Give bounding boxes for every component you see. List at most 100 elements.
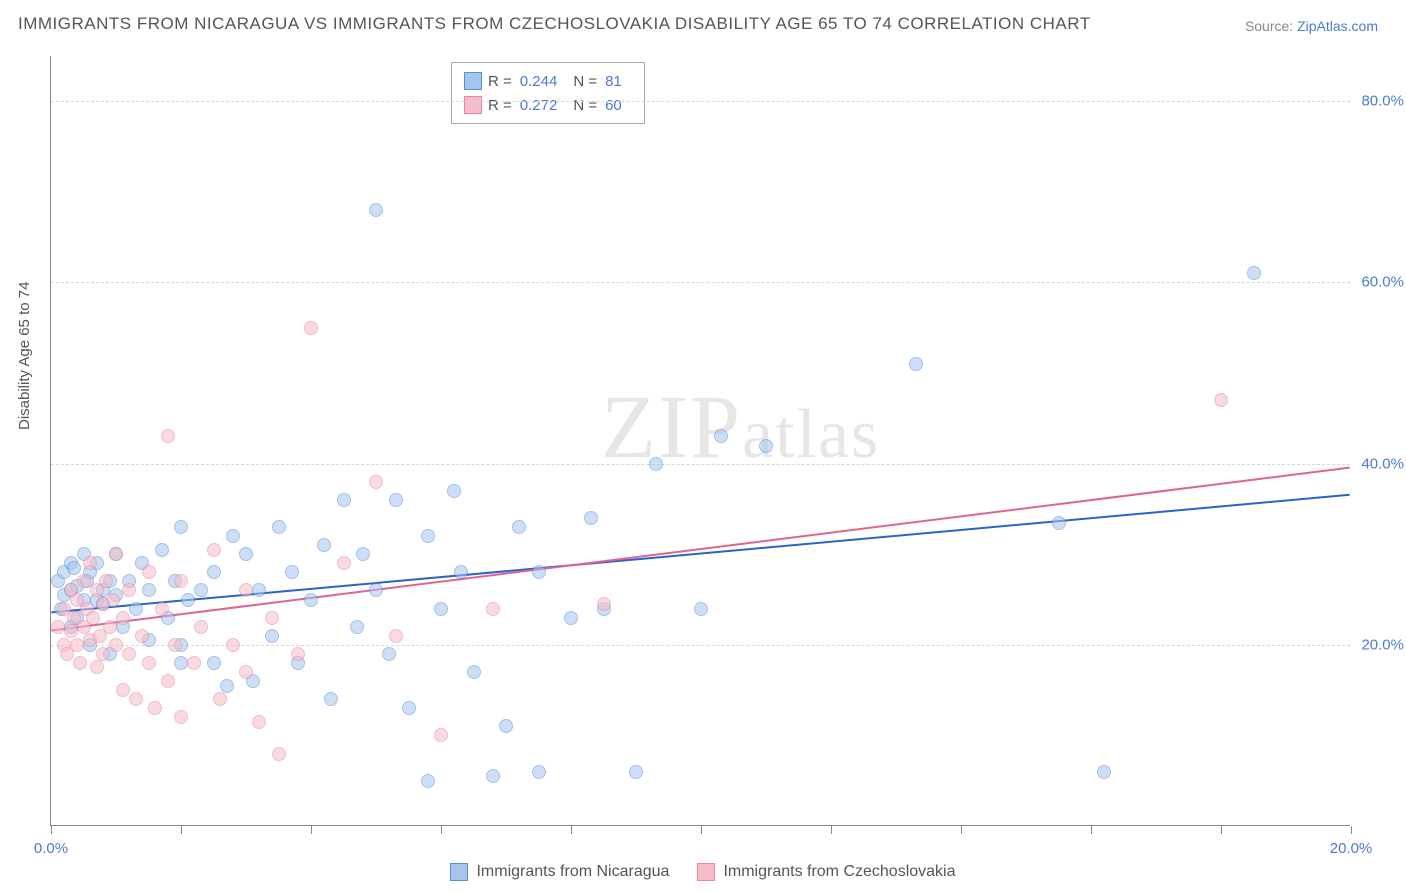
data-point <box>714 429 728 443</box>
data-point <box>161 674 175 688</box>
gridline-h <box>51 282 1350 283</box>
x-tick-mark <box>831 826 832 834</box>
data-point <box>194 620 208 634</box>
x-tick-mark <box>961 826 962 834</box>
data-point <box>116 611 130 625</box>
data-point <box>207 656 221 670</box>
data-point <box>272 520 286 534</box>
legend-r-value: 0.244 <box>520 73 558 90</box>
data-point <box>1052 516 1066 530</box>
data-point <box>291 647 305 661</box>
data-point <box>109 547 123 561</box>
y-tick-label: 40.0% <box>1361 455 1404 472</box>
chart-title: IMMIGRANTS FROM NICARAGUA VS IMMIGRANTS … <box>18 14 1091 34</box>
data-point <box>421 529 435 543</box>
data-point <box>103 620 117 634</box>
y-tick-label: 80.0% <box>1361 93 1404 110</box>
source-label: Source: <box>1245 18 1293 34</box>
data-point <box>337 493 351 507</box>
data-point <box>486 769 500 783</box>
series-legend-item: Immigrants from Nicaragua <box>450 863 669 881</box>
data-point <box>265 629 279 643</box>
data-point <box>70 638 84 652</box>
data-point <box>122 647 136 661</box>
data-point <box>304 321 318 335</box>
data-point <box>337 556 351 570</box>
trend-lines-layer <box>51 56 1350 825</box>
data-point <box>1214 393 1228 407</box>
data-point <box>649 457 663 471</box>
data-point <box>99 574 113 588</box>
data-point <box>220 679 234 693</box>
data-point <box>187 656 201 670</box>
data-point <box>174 574 188 588</box>
data-point <box>694 602 708 616</box>
data-point <box>73 656 87 670</box>
data-point <box>759 439 773 453</box>
data-point <box>135 629 149 643</box>
data-point <box>597 597 611 611</box>
data-point <box>909 357 923 371</box>
data-point <box>64 624 78 638</box>
x-tick-mark <box>441 826 442 834</box>
data-point <box>239 547 253 561</box>
data-point <box>356 547 370 561</box>
source-link[interactable]: ZipAtlas.com <box>1297 18 1378 34</box>
data-point <box>67 561 81 575</box>
data-point <box>369 203 383 217</box>
legend-swatch <box>464 96 482 114</box>
data-point <box>129 692 143 706</box>
data-point <box>1247 266 1261 280</box>
series-legend: Immigrants from Nicaragua Immigrants from… <box>0 863 1406 886</box>
data-point <box>86 611 100 625</box>
data-point <box>90 660 104 674</box>
data-point <box>369 583 383 597</box>
data-point <box>96 647 110 661</box>
data-point <box>174 520 188 534</box>
y-tick-label: 20.0% <box>1361 636 1404 653</box>
scatter-plot-area: ZIPatlas R =0.244N =81R =0.272N =60 20.0… <box>50 56 1350 826</box>
data-point <box>155 543 169 557</box>
data-point <box>226 529 240 543</box>
data-point <box>142 565 156 579</box>
legend-r-label: R = <box>488 73 512 90</box>
data-point <box>369 475 383 489</box>
x-tick-label: 20.0% <box>1330 840 1373 857</box>
x-tick-mark <box>181 826 182 834</box>
x-tick-mark <box>311 826 312 834</box>
data-point <box>447 484 461 498</box>
x-tick-mark <box>51 826 52 834</box>
data-point <box>252 583 266 597</box>
legend-swatch <box>450 863 468 881</box>
data-point <box>402 701 416 715</box>
data-point <box>382 647 396 661</box>
data-point <box>181 593 195 607</box>
series-legend-label: Immigrants from Nicaragua <box>476 863 669 881</box>
legend-n-value: 60 <box>605 97 622 114</box>
data-point <box>213 692 227 706</box>
x-tick-mark <box>571 826 572 834</box>
x-tick-mark <box>1221 826 1222 834</box>
legend-swatch <box>464 72 482 90</box>
legend-n-label: N = <box>573 97 597 114</box>
data-point <box>317 538 331 552</box>
data-point <box>532 565 546 579</box>
data-point <box>174 656 188 670</box>
data-point <box>142 583 156 597</box>
data-point <box>389 493 403 507</box>
data-point <box>155 602 169 616</box>
stats-legend-row: R =0.244N =81 <box>464 69 632 93</box>
data-point <box>564 611 578 625</box>
data-point <box>434 728 448 742</box>
legend-r-value: 0.272 <box>520 97 558 114</box>
data-point <box>122 583 136 597</box>
legend-n-label: N = <box>573 73 597 90</box>
data-point <box>486 602 500 616</box>
data-point <box>116 683 130 697</box>
legend-r-label: R = <box>488 97 512 114</box>
x-tick-mark <box>1091 826 1092 834</box>
series-legend-label: Immigrants from Czechoslovakia <box>723 863 955 881</box>
source-citation: Source: ZipAtlas.com <box>1245 18 1378 34</box>
data-point <box>285 565 299 579</box>
data-point <box>83 556 97 570</box>
